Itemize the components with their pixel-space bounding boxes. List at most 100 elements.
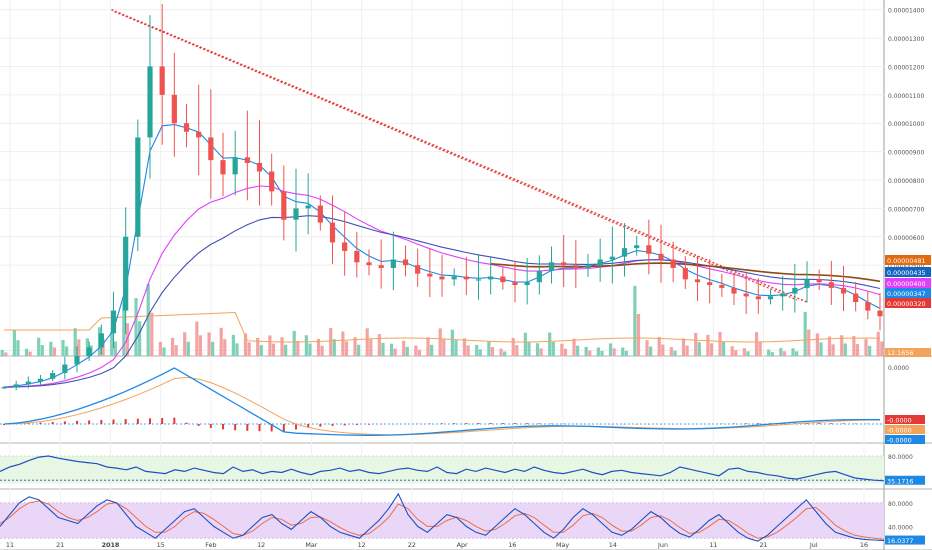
candle-body — [451, 276, 457, 280]
volume-bar — [864, 339, 868, 356]
volume-bar — [198, 335, 203, 356]
volume-bar — [621, 347, 625, 356]
macd-histogram-bar — [818, 423, 821, 424]
candle-body — [475, 279, 482, 281]
volume-bar — [417, 349, 422, 356]
volume-bar — [450, 329, 454, 356]
rsi-label-box — [885, 475, 925, 485]
candle-body — [220, 160, 226, 175]
volume-bar — [551, 341, 555, 356]
volume-bar — [174, 345, 178, 356]
candle-body — [281, 191, 287, 220]
time-tick-label: 16 — [860, 541, 868, 549]
candle-body — [682, 268, 688, 280]
volume-bar — [170, 337, 175, 356]
volume-bar — [377, 334, 381, 356]
volume-bar — [357, 344, 361, 356]
price-tick-label: 0.00001000 — [888, 121, 924, 128]
volume-bar — [697, 342, 701, 356]
volume-bar — [807, 329, 811, 356]
volume-bar — [353, 337, 357, 356]
candle-body — [463, 276, 469, 280]
candle-body — [646, 245, 652, 254]
candle-body — [74, 356, 80, 365]
volume-bar — [442, 339, 446, 356]
candlesticks — [1, 4, 883, 391]
volume-bar — [49, 341, 53, 356]
time-tick-label: 14 — [609, 541, 617, 549]
time-tick-label: 16 — [508, 541, 516, 549]
volume-bar — [247, 342, 251, 356]
volume-bar — [389, 343, 394, 356]
price-tick-label: 0.00000900 — [888, 150, 924, 157]
macd-histogram-bar — [149, 418, 151, 424]
macd-histogram-bar — [173, 417, 176, 424]
volume-bar — [426, 337, 430, 356]
candle-body — [293, 208, 299, 220]
price-label-box — [885, 278, 931, 288]
volume-bar — [393, 348, 397, 356]
volume-bar — [515, 345, 519, 356]
macd-histogram-bar — [51, 421, 54, 424]
volume-bar — [223, 339, 227, 356]
candle-body — [329, 222, 336, 243]
volume-bar — [600, 350, 604, 356]
price-label-text: 0.00000400 — [887, 280, 926, 288]
volume-bar — [0, 350, 4, 356]
volume-bar — [576, 345, 580, 356]
candle-body — [50, 373, 56, 379]
volume-bar — [827, 336, 832, 356]
volume-bar — [186, 341, 190, 356]
candle-body — [865, 302, 871, 311]
volume-bar — [840, 335, 844, 356]
candle-body — [573, 265, 579, 268]
volume-bar — [52, 347, 57, 356]
volume-bar — [511, 337, 515, 356]
candle-body — [536, 270, 542, 283]
volume-bar — [256, 337, 260, 356]
candle-body — [731, 287, 737, 294]
macd-histogram-bar — [185, 422, 188, 424]
volume-bar — [523, 332, 527, 356]
volume-bar — [430, 344, 434, 356]
volume-bar — [539, 348, 543, 356]
macd-panel: 0.0000 -0.0000 -0.0000 -0.0000 — [0, 365, 925, 445]
volume-bar — [85, 338, 89, 356]
macd-histogram-bar — [489, 423, 492, 424]
volume-bar — [669, 347, 673, 356]
rsi-tick-label: 80.0000 — [888, 454, 913, 461]
candle-body — [488, 276, 494, 280]
volume-bar — [308, 343, 312, 356]
candle-body — [244, 157, 250, 163]
candle-body — [634, 245, 640, 249]
volume-bar — [612, 348, 616, 356]
candle-body — [548, 262, 555, 271]
stochastic-k-line — [0, 492, 885, 542]
volume-bar — [65, 346, 69, 356]
price-label-box — [885, 298, 931, 308]
volume-bar — [831, 344, 835, 356]
stochastic-tick-label: 40.0000 — [888, 524, 913, 531]
volume-bar — [259, 345, 263, 356]
time-tick-label: 21 — [56, 541, 64, 549]
volume-bar — [633, 285, 637, 356]
macd-histogram-bar — [854, 423, 857, 424]
macd-histogram-bar — [88, 420, 91, 424]
volume-bar — [767, 349, 771, 356]
volume-bar — [782, 351, 787, 356]
candle-body — [1, 387, 7, 389]
volume-bar — [268, 335, 272, 356]
stochastic-d-line — [0, 500, 885, 540]
macd-histogram-bar — [745, 423, 748, 424]
macd-label-box — [885, 415, 925, 424]
price-label-box — [885, 267, 931, 277]
candle-body — [767, 296, 774, 300]
trendline-outer — [111, 9, 808, 303]
volume-bar — [560, 343, 564, 356]
price-label-text: 0.00000347 — [887, 290, 926, 298]
volume-bar — [657, 336, 661, 356]
volume-bar — [722, 341, 726, 356]
volume-bar — [478, 349, 482, 356]
candle-body — [62, 364, 68, 374]
